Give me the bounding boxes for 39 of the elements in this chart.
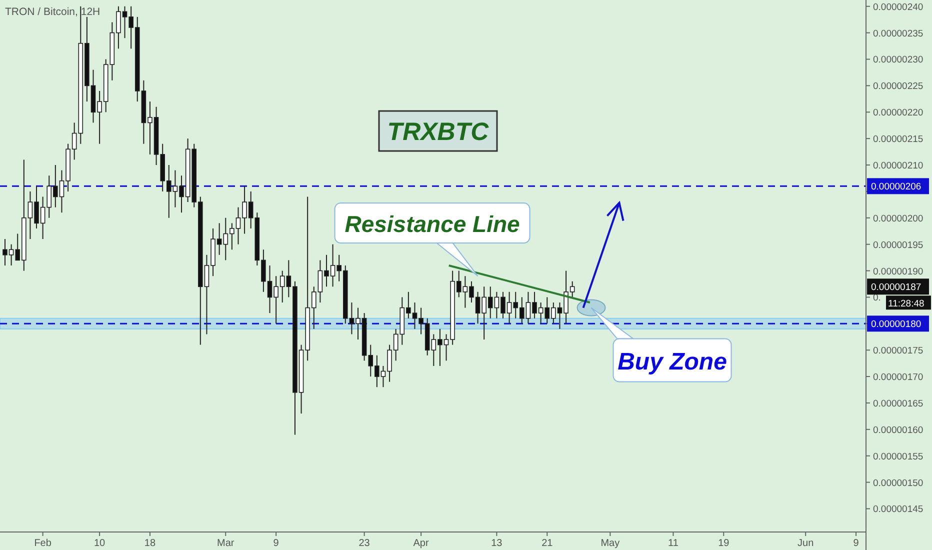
y-tick-label: 0.00000170 [873,372,924,384]
x-tick-label: 11 [668,538,679,549]
x-tick-label: 9 [273,538,280,549]
annotation: TRXBTC [387,118,490,146]
text: 11:28:48 [888,298,924,310]
y-tick-label: 0.00000220 [873,108,924,119]
y-tick-label: 0.00000195 [873,240,924,251]
y-tick-label: 0.00000230 [873,54,924,66]
y-tick-label: 0.00000155 [873,451,924,462]
text: TRON / Bitcoin, 12H [5,6,100,18]
ref-line-label: 0.00000180 [871,319,922,330]
y-tick-label: 0.00000175 [873,346,924,357]
y-tick-label: 0.00000200 [873,213,924,224]
x-tick-label: Feb [34,538,52,549]
x-tick-label: 9 [853,538,860,549]
y-tick-label: 0.00000145 [873,504,924,516]
y-tick-label: 0.00000215 [873,134,924,146]
x-tick-label: 18 [144,538,156,549]
y-tick-label: 0.00000150 [873,478,924,489]
y-tick-label: 0.00000160 [873,424,924,436]
x-tick-label: 21 [542,538,554,549]
x-tick-label: 23 [358,538,370,549]
x-tick-label: 19 [718,538,730,549]
x-tick-label: Jun [798,538,814,549]
y-tick-label: 0.00000225 [873,81,924,92]
x-tick-label: 13 [491,538,503,549]
x-tick-label: Apr [413,538,430,549]
annotation: Resistance Line [344,211,520,238]
text: 0.00000187 [871,282,922,294]
x-tick-label: May [600,538,620,549]
y-tick-label: 0.00000235 [873,28,924,40]
annotation: Buy Zone [618,348,727,376]
x-tick-label: 10 [94,538,106,549]
y-tick-label: 0.00000190 [873,266,924,278]
y-tick-label: 0.00000240 [873,2,924,13]
y-tick-label: 0.00000165 [873,398,924,410]
x-tick-label: Mar [217,538,235,549]
y-tick-label: 0.00000210 [873,160,924,172]
ref-line-label: 0.00000206 [871,182,922,193]
